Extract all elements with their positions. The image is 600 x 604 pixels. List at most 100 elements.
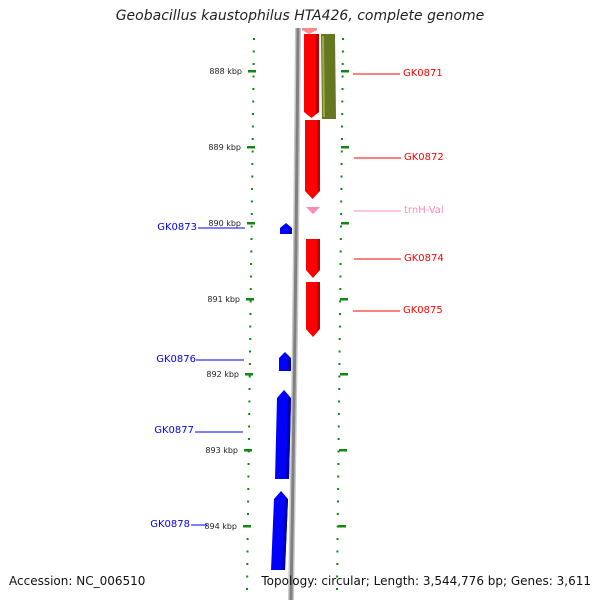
scale-tick-label: 888 kbp [209, 67, 242, 76]
gene-gk0872-shade [317, 120, 320, 193]
right-track-dot [336, 538, 339, 540]
accession-label: Accession: NC_006510 [9, 574, 146, 588]
left-track-dot [252, 88, 255, 90]
right-track-dot [336, 513, 339, 515]
left-track-dot [248, 363, 251, 365]
left-track-dot [252, 100, 255, 103]
left-track-dot [252, 75, 255, 78]
right-track-dot [340, 138, 343, 140]
right-track-dot [340, 188, 343, 190]
left-track-dot [248, 375, 251, 378]
gene-gk0877-shade [286, 398, 291, 479]
right-track-dot [336, 550, 339, 553]
right-track-dot [337, 488, 340, 490]
right-major-tick [341, 146, 349, 149]
feature-label-gk0873: GK0873 [157, 222, 197, 233]
feature-label-gk0872: GK0872 [404, 152, 444, 163]
right-track-dot [338, 363, 341, 365]
right-track-dot [336, 563, 339, 565]
left-major-tick [245, 373, 253, 376]
scale-tick-label: 889 kbp [208, 143, 241, 152]
gene-gk0875 [306, 282, 320, 337]
left-track-dot [252, 50, 255, 53]
left-track-dot [250, 275, 252, 278]
left-major-tick [244, 449, 252, 452]
left-track-dot [247, 500, 250, 503]
right-major-tick [340, 373, 348, 376]
gene-gk0874-shade [317, 239, 320, 272]
scale-tick-label: 891 kbp [207, 295, 240, 304]
right-track-dot [337, 500, 339, 503]
scale-tick-label: 894 kbp [204, 522, 237, 531]
right-track-dot [342, 38, 344, 40]
left-track-dot [247, 513, 249, 515]
left-track-dot [250, 250, 253, 253]
left-track-dot [252, 63, 255, 65]
right-track-dot [338, 350, 341, 353]
right-track-dot [341, 75, 344, 78]
right-track-dot [339, 275, 342, 278]
left-track-dot [250, 213, 253, 215]
right-track-dot [340, 175, 343, 178]
left-track-dot [249, 338, 252, 340]
left-major-tick [247, 222, 255, 225]
right-track-dot [337, 438, 340, 440]
right-track-dot [339, 250, 342, 253]
left-track-dot [247, 475, 250, 478]
left-track-dot [249, 288, 252, 290]
left-track-dot [248, 413, 251, 415]
right-track-dot [340, 225, 342, 228]
right-track-dot [340, 163, 343, 165]
right-track-dot [340, 200, 343, 203]
right-track-dot [341, 113, 344, 115]
right-major-tick [341, 70, 349, 73]
left-track-dot [248, 400, 251, 403]
right-track-dot [336, 588, 338, 590]
left-track-dot [253, 38, 255, 40]
right-track-dot [340, 150, 343, 153]
left-track-dot [246, 588, 248, 590]
right-track-dot [341, 50, 344, 53]
gene-gk0876-shade [288, 358, 291, 371]
left-track-dot [246, 550, 249, 553]
gene-gk0872 [305, 120, 320, 199]
right-track-dot [337, 475, 340, 478]
left-track-dot [252, 113, 254, 115]
right-track-dot [341, 63, 344, 65]
right-track-dot [337, 413, 340, 415]
right-track-dot [339, 300, 342, 303]
left-track-dot [250, 225, 253, 228]
right-track-dot [336, 525, 339, 528]
left-major-tick [246, 298, 254, 301]
left-track-dot [247, 488, 250, 490]
right-track-dot [339, 288, 342, 290]
right-track-dot [337, 425, 340, 428]
right-track-dot [339, 263, 342, 265]
left-track-dot [249, 325, 252, 328]
feature-label-gk0874: GK0874 [404, 253, 444, 264]
left-track-dot [251, 138, 254, 140]
right-track-dot [338, 388, 341, 390]
left-track-dot [246, 538, 249, 540]
right-track-dot [337, 463, 340, 465]
feature-label-gk0877: GK0877 [154, 425, 194, 436]
left-track-dot [251, 150, 254, 153]
left-track-dot [249, 350, 251, 353]
genome-summary: Topology: circular; Length: 3,544,776 bp… [261, 574, 591, 588]
feature-label-gk0878: GK0878 [150, 519, 190, 530]
left-track-dot [251, 125, 254, 128]
feature-label-trnh-val: trnH-Val [404, 205, 444, 216]
right-track-dot [338, 400, 340, 403]
scale-tick-label: 893 kbp [205, 446, 238, 455]
feature-label-gk0876: GK0876 [156, 354, 196, 365]
left-track-dot [250, 200, 253, 203]
backbone-line [289, 27, 300, 601]
map-title: Geobacillus kaustophilus HTA426, complet… [115, 8, 485, 24]
gene-partial-top [302, 28, 317, 34]
left-track-dot [251, 188, 254, 190]
gene-gk0874 [306, 239, 320, 278]
left-track-dot [246, 563, 249, 565]
gene-gk0871 [304, 34, 319, 118]
